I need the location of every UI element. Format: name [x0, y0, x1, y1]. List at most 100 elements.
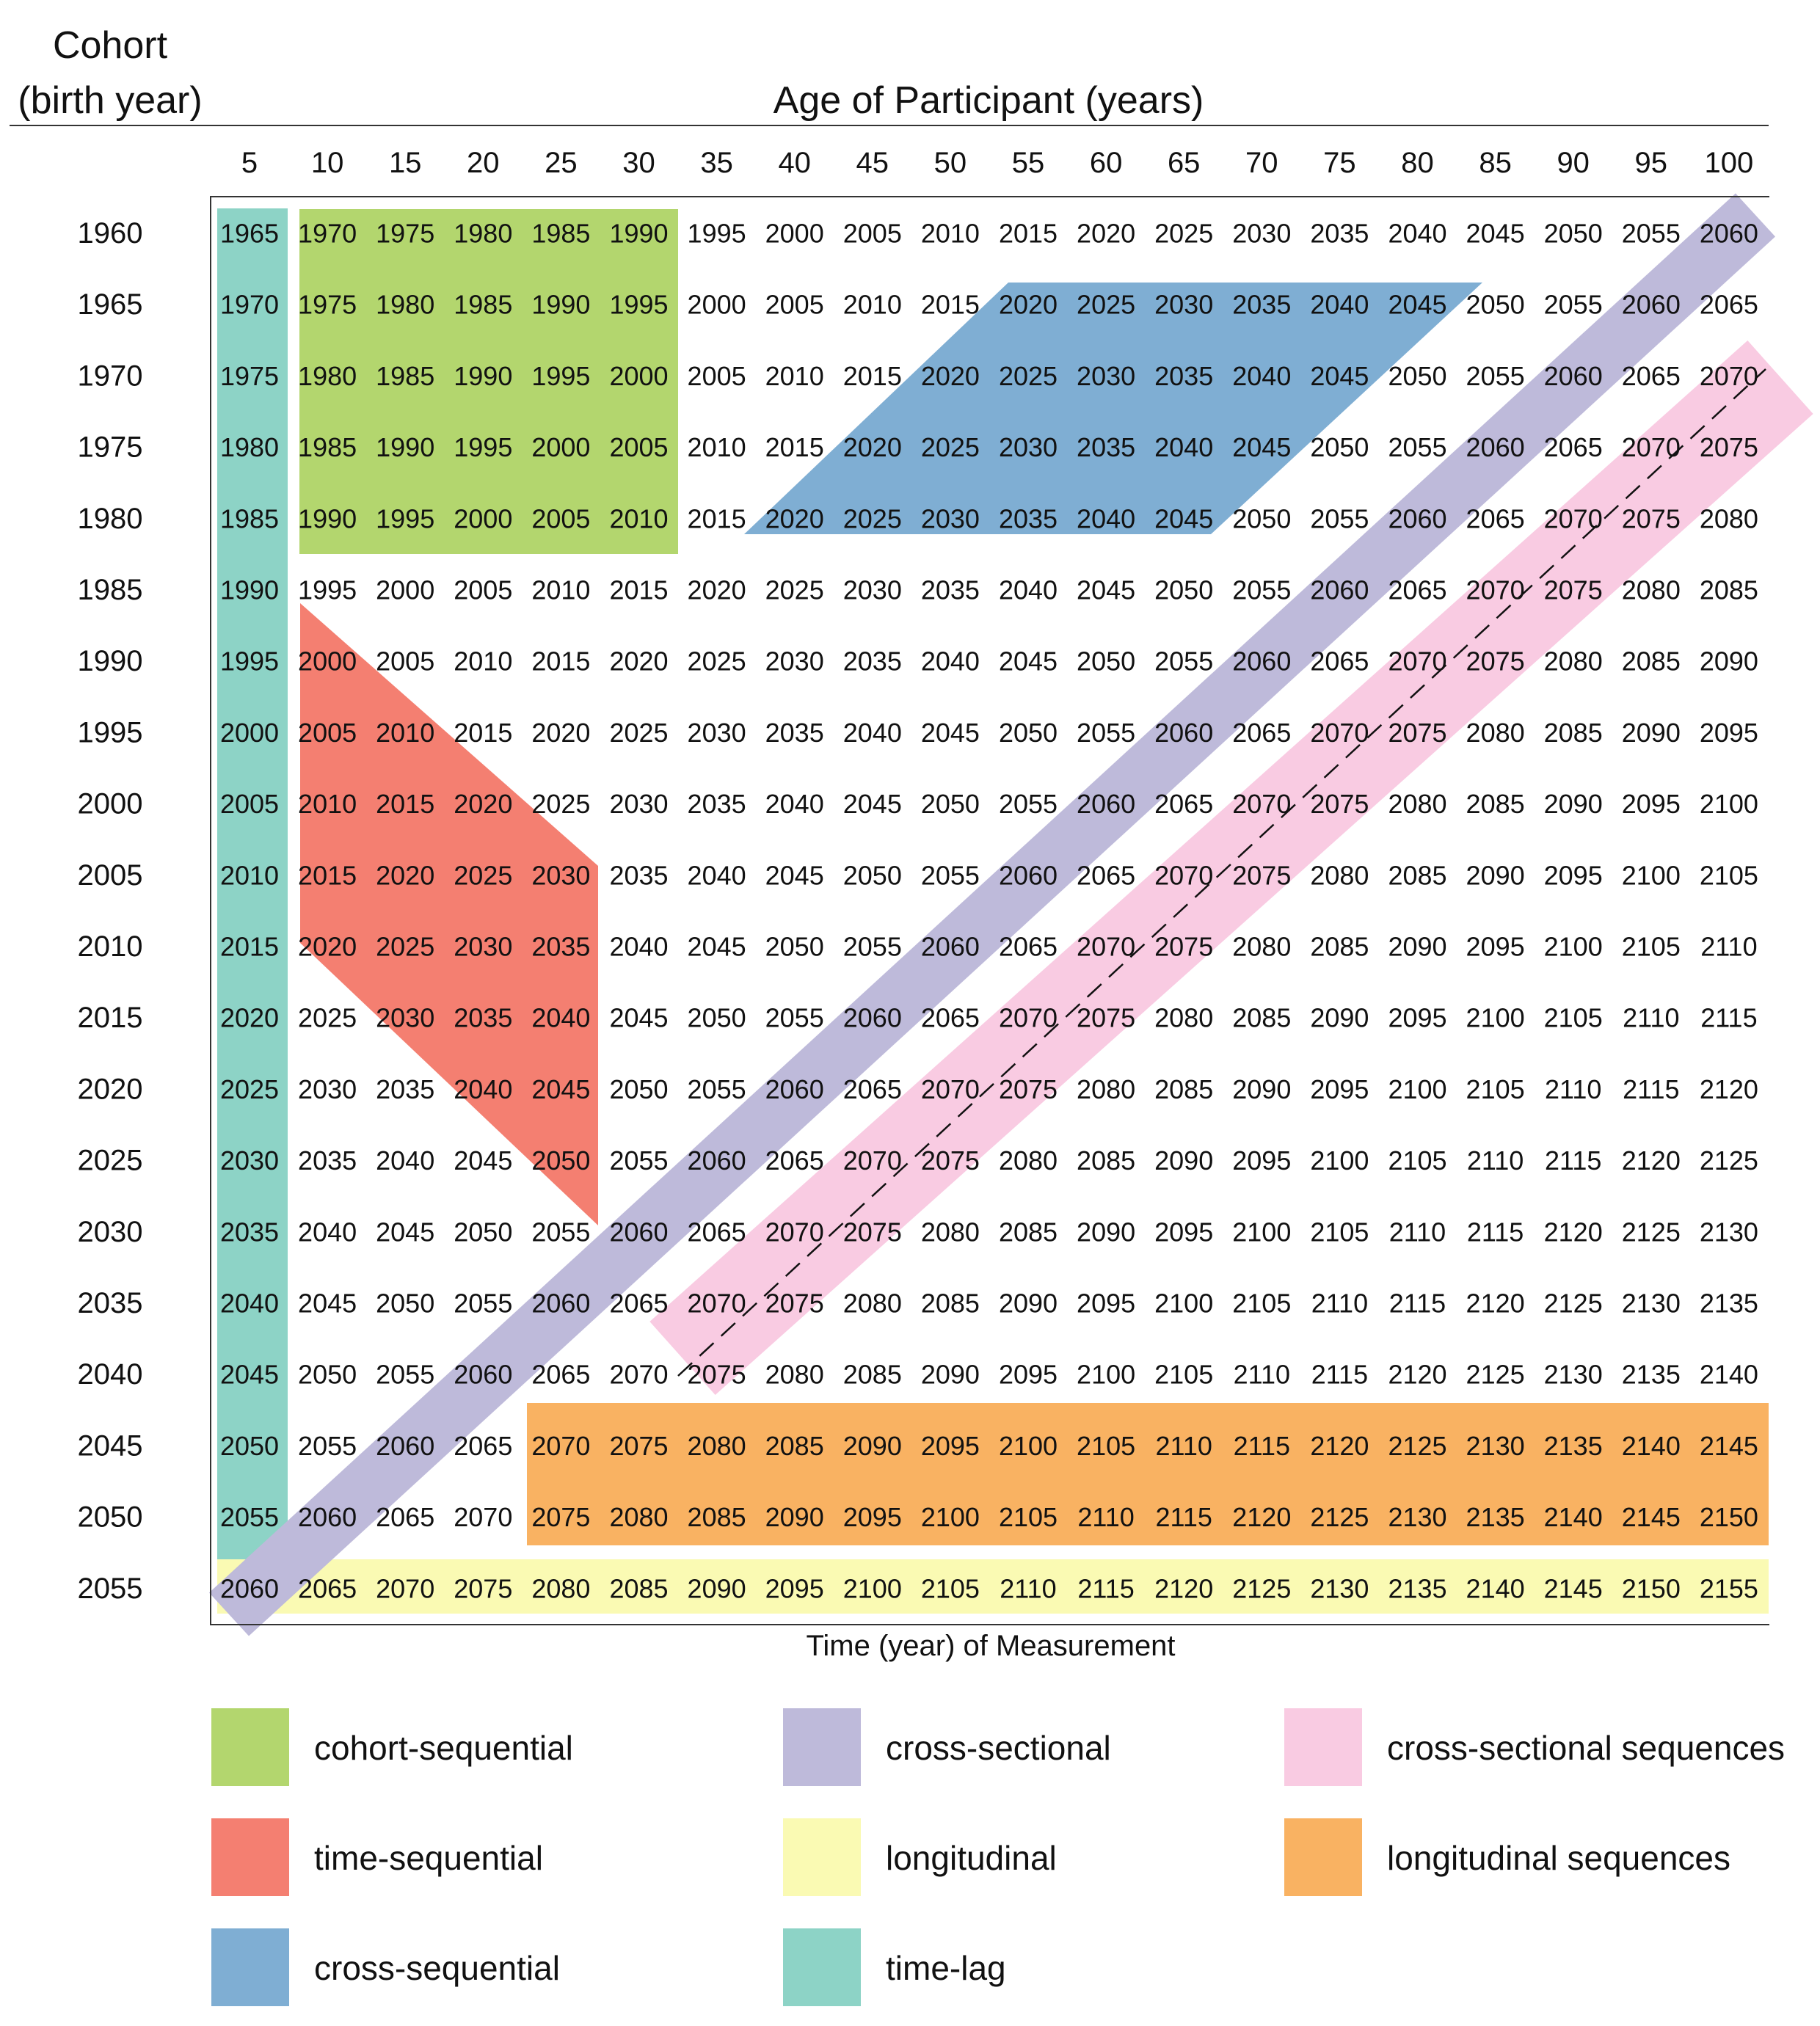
measurement-year-cell: 2090: [688, 1573, 746, 1603]
measurement-year-cell: 2095: [843, 1502, 902, 1532]
measurement-year-cell: 2095: [921, 1431, 980, 1461]
cohort-sequential-region: [299, 209, 678, 554]
measurement-year-cell: 2070: [688, 1289, 746, 1319]
measurement-year-cell: 2005: [298, 718, 357, 748]
measurement-year-cell: 2105: [1622, 932, 1681, 962]
measurement-year-cell: 2100: [1544, 932, 1603, 962]
measurement-year-cell: 2090: [1544, 789, 1603, 819]
cohort-label: 1985: [78, 574, 143, 606]
measurement-year-cell: 2095: [1310, 1074, 1369, 1104]
measurement-year-cell: 1985: [298, 432, 357, 462]
measurement-year-cell: 2045: [921, 718, 980, 748]
measurement-year-cell: 2035: [999, 503, 1058, 533]
measurement-year-cell: 2095: [765, 1573, 824, 1603]
measurement-year-cell: 2065: [1154, 789, 1213, 819]
measurement-year-cell: 2050: [765, 932, 824, 962]
legend-swatch: [783, 1928, 861, 2006]
measurement-year-cell: 2070: [1622, 432, 1681, 462]
measurement-year-cell: 2050: [531, 1145, 590, 1176]
measurement-year-cell: 2020: [376, 860, 434, 890]
measurement-year-cell: 2055: [1310, 503, 1369, 533]
measurement-year-cell: 1985: [454, 290, 512, 320]
measurement-year-cell: 2070: [1388, 646, 1446, 677]
measurement-year-cell: 2070: [1077, 932, 1135, 962]
measurement-year-cell: 2130: [1622, 1289, 1681, 1319]
cohort-axis-title-line2: (birth year): [18, 79, 202, 122]
measurement-year-cell: 2015: [376, 789, 434, 819]
measurement-year-cell: 2155: [1700, 1573, 1758, 1603]
measurement-year-cell: 2120: [1232, 1502, 1291, 1532]
measurement-year-cell: 2090: [765, 1502, 824, 1532]
measurement-year-cell: 2030: [609, 789, 668, 819]
cohort-label: 1980: [78, 503, 143, 535]
measurement-year-cell: 2010: [765, 361, 824, 391]
measurement-year-cell: 2085: [1622, 646, 1681, 677]
measurement-year-cell: 2065: [1388, 575, 1446, 605]
measurement-year-cell: 2060: [1077, 789, 1135, 819]
measurement-year-cell: 2095: [1077, 1289, 1135, 1319]
measurement-year-cell: 2020: [1077, 219, 1135, 249]
measurement-year-cell: 2075: [1310, 789, 1369, 819]
measurement-year-cell: 2010: [298, 789, 357, 819]
measurement-year-cell: 1970: [298, 219, 357, 249]
legend-swatch: [211, 1818, 289, 1896]
measurement-year-cell: 2060: [609, 1217, 668, 1247]
measurement-year-cell: 2045: [1232, 432, 1291, 462]
age-header: 95: [1635, 147, 1668, 179]
measurement-year-cell: 2090: [1700, 646, 1758, 677]
measurement-year-cell: 2020: [688, 575, 746, 605]
legend: cohort-sequential cross-sectional cross-se…: [211, 1708, 1785, 2006]
measurement-year-cell: 2115: [1389, 1289, 1446, 1319]
measurement-year-cell: 2050: [688, 1003, 746, 1033]
measurement-year-cell: 1975: [376, 219, 434, 249]
measurement-year-cell: 2030: [765, 646, 824, 677]
measurement-year-cell: 2045: [1310, 361, 1369, 391]
measurement-year-cell: 2045: [220, 1360, 279, 1390]
legend-label: time-sequential: [314, 1839, 543, 1877]
measurement-year-cell: 2045: [999, 646, 1058, 677]
cohort-label-column: 1960 1965 1970 1975 1980 1985 1990 1995 2000 2005…: [78, 217, 143, 1605]
measurement-year-cell: 1995: [454, 432, 512, 462]
measurement-year-cell: 2025: [531, 789, 590, 819]
measurement-year-cell: 2075: [1700, 432, 1758, 462]
measurement-year-cell: 2035: [1077, 432, 1135, 462]
cohort-label: 1995: [78, 716, 143, 748]
cohort-label: 2050: [78, 1501, 143, 1534]
measurement-year-cell: 2045: [298, 1289, 357, 1319]
measurement-year-cell: 2095: [1466, 932, 1525, 962]
measurement-year-cell: 2070: [1154, 860, 1213, 890]
measurement-year-cell: 2065: [609, 1289, 668, 1319]
measurement-year-cell: 2065: [1232, 718, 1291, 748]
measurement-year-cell: 2025: [298, 1003, 357, 1033]
measurement-year-cell: 2110: [1000, 1573, 1056, 1603]
age-header: 35: [700, 147, 733, 179]
cohort-label: 2015: [78, 1002, 143, 1034]
measurement-year-cell: 2040: [1310, 290, 1369, 320]
measurement-year-cell: 2095: [1700, 718, 1758, 748]
measurement-year-cell: 2130: [1700, 1217, 1758, 1247]
age-header: 100: [1705, 147, 1754, 179]
measurement-year-cell: 2000: [298, 646, 357, 677]
measurement-year-cell: 2060: [376, 1431, 434, 1461]
cohort-label: 1975: [78, 431, 143, 464]
measurement-year-cell: 2130: [1466, 1431, 1525, 1461]
measurement-year-cell: 2105: [999, 1502, 1058, 1532]
measurement-year-cell: 1995: [609, 290, 668, 320]
measurement-year-cell: 1985: [376, 361, 434, 391]
measurement-year-cell: 2075: [765, 1289, 824, 1319]
measurement-year-cell: 2060: [1154, 718, 1213, 748]
measurement-year-cell: 2010: [376, 718, 434, 748]
measurement-year-cell: 2080: [531, 1573, 590, 1603]
measurement-year-cell: 2035: [376, 1074, 434, 1104]
measurement-year-cell: 2020: [609, 646, 668, 677]
measurement-year-cell: 2145: [1622, 1502, 1681, 1532]
measurement-year-cell: 2080: [921, 1217, 980, 1247]
measurement-year-cell: 2015: [298, 860, 357, 890]
measurement-year-cell: 2045: [454, 1145, 512, 1176]
measurement-year-cell: 2050: [1544, 219, 1603, 249]
age-header: 75: [1323, 147, 1356, 179]
measurement-year-cell: 2005: [531, 503, 590, 533]
measurement-year-cell: 2060: [298, 1502, 357, 1532]
measurement-year-cell: 2125: [1700, 1145, 1758, 1176]
design-regions: [208, 193, 1813, 1636]
